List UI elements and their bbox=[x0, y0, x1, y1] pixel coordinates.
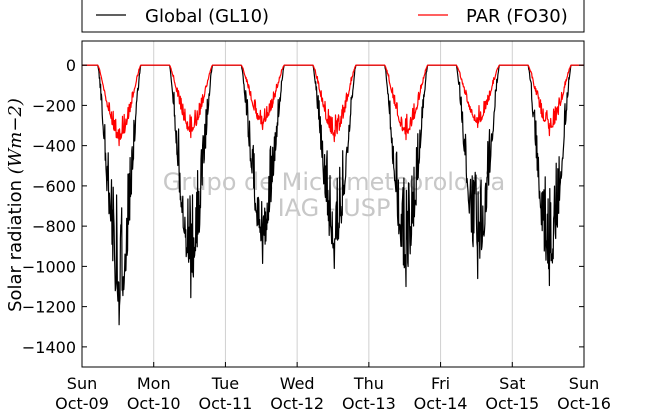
x-tick-label-day: Tue bbox=[211, 374, 239, 393]
x-tick-label-day: Sun bbox=[569, 374, 599, 393]
x-tick-label-day: Wed bbox=[280, 374, 315, 393]
y-axis: 0 −200 −400 −600 −800 −1000 −1200 −1400 bbox=[22, 56, 584, 357]
y-tick-label: −200 bbox=[32, 96, 76, 115]
x-tick-label-date: Oct-10 bbox=[127, 394, 181, 409]
x-axis: SunOct-09MonOct-10TueOct-11WedOct-12ThuO… bbox=[55, 362, 611, 409]
x-tick-label-date: Oct-11 bbox=[199, 394, 253, 409]
series-par bbox=[81, 64, 585, 147]
x-tick-label-day: Sun bbox=[67, 374, 97, 393]
watermark-line-2: IAG - USP bbox=[278, 194, 391, 222]
plot-series bbox=[81, 64, 585, 326]
x-tick-label-day: Fri bbox=[431, 374, 450, 393]
y-tick-label: −800 bbox=[32, 217, 76, 236]
y-axis-label: Solar radiation (Wm−2) bbox=[5, 98, 26, 312]
x-tick-label-date: Oct-09 bbox=[55, 394, 109, 409]
x-tick-label-date: Oct-16 bbox=[557, 394, 611, 409]
grid-lines bbox=[153, 41, 513, 367]
plot-frame bbox=[81, 40, 585, 368]
y-tick-label: −400 bbox=[32, 137, 76, 156]
x-tick-label-day: Sat bbox=[499, 374, 525, 393]
x-tick-label-day: Mon bbox=[137, 374, 171, 393]
legend-frame bbox=[81, 0, 585, 33]
watermark-line-1: Grupo de Micrometeorologia bbox=[163, 168, 505, 196]
x-tick-label-date: Oct-14 bbox=[414, 394, 468, 409]
x-tick-label-day: Thu bbox=[353, 374, 384, 393]
legend: Global (GL10) PAR (FO30) bbox=[81, 0, 585, 33]
x-tick-label-date: Oct-12 bbox=[270, 394, 324, 409]
legend-label-par: PAR (FO30) bbox=[466, 6, 568, 27]
x-tick-label-date: Oct-13 bbox=[342, 394, 396, 409]
series-line bbox=[81, 64, 585, 147]
x-tick-label-date: Oct-15 bbox=[485, 394, 539, 409]
legend-label-global: Global (GL10) bbox=[145, 6, 269, 27]
y-tick-label: −1200 bbox=[22, 298, 76, 317]
y-tick-label: 0 bbox=[66, 56, 76, 75]
y-tick-label: −600 bbox=[32, 177, 76, 196]
watermark: Grupo de Micrometeorologia IAG - USP bbox=[163, 168, 505, 222]
y-tick-label: −1400 bbox=[22, 338, 76, 357]
y-tick-label: −1000 bbox=[22, 257, 76, 276]
